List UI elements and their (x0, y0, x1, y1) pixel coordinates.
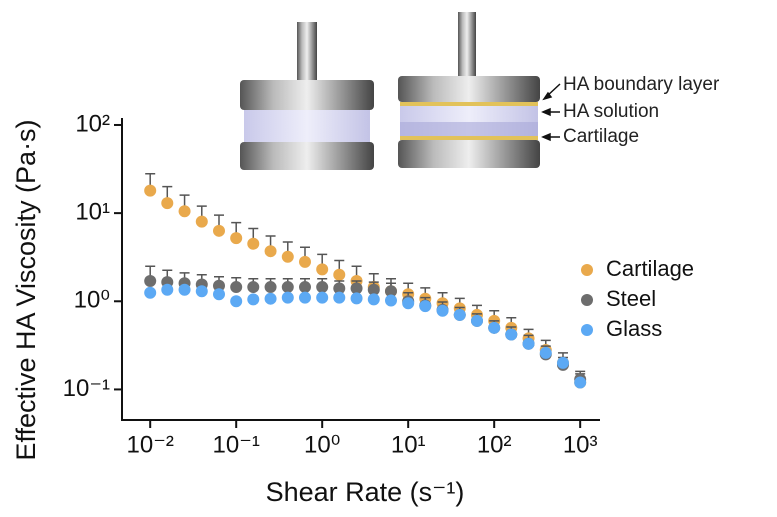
data-point (247, 293, 260, 306)
data-point (212, 224, 225, 237)
data-point (264, 245, 277, 258)
data-point (247, 237, 260, 250)
legend-marker (581, 324, 593, 336)
legend-marker (581, 264, 593, 276)
y-tick-label: 10⁰ (74, 287, 110, 314)
legend-marker (581, 294, 593, 306)
data-point (230, 232, 243, 245)
x-tick-label: 10² (477, 431, 512, 458)
data-point (247, 281, 260, 294)
data-point (556, 356, 569, 369)
data-point (281, 291, 294, 304)
data-point (333, 291, 346, 304)
data-point (298, 281, 311, 294)
data-point (230, 295, 243, 308)
data-point (212, 279, 225, 292)
data-point (178, 283, 191, 296)
data-point (161, 197, 174, 210)
data-point (470, 314, 483, 327)
data-point (316, 281, 329, 294)
data-point (161, 283, 174, 296)
data-point (436, 304, 449, 317)
annotation: HA boundary layer (563, 74, 720, 95)
x-tick-label: 10³ (563, 431, 598, 458)
data-point (522, 337, 535, 350)
annotation: Cartilage (563, 126, 639, 147)
annotation: HA solution (563, 101, 659, 122)
data-point (195, 215, 208, 228)
data-point (453, 308, 466, 321)
data-point (264, 292, 277, 305)
x-tick-label: 10⁰ (304, 431, 340, 458)
y-tick-label: 10⁻¹ (63, 375, 110, 402)
x-axis-label: Shear Rate (s⁻¹) (266, 477, 465, 507)
data-point (144, 286, 157, 299)
data-point (384, 285, 397, 298)
data-point (298, 255, 311, 268)
y-tick-label: 10² (75, 110, 110, 137)
x-tick-label: 10⁻² (127, 431, 174, 458)
data-point (350, 282, 363, 295)
legend-label: Cartilage (606, 256, 694, 281)
data-point (419, 300, 432, 313)
data-point (316, 263, 329, 276)
data-point (281, 281, 294, 294)
data-point (402, 297, 415, 310)
x-tick-label: 10¹ (391, 431, 426, 458)
data-point (574, 376, 587, 389)
data-point (367, 293, 380, 306)
legend-label: Steel (606, 286, 656, 311)
data-point (264, 281, 277, 294)
data-point (333, 268, 346, 281)
data-point (367, 283, 380, 296)
data-point (144, 184, 157, 197)
data-point (316, 291, 329, 304)
data-point (333, 282, 346, 295)
data-point (539, 346, 552, 359)
y-tick-label: 10¹ (75, 198, 110, 225)
data-point (230, 281, 243, 294)
data-point (350, 292, 363, 305)
data-point (144, 274, 157, 287)
data-point (384, 294, 397, 307)
data-point (178, 205, 191, 218)
data-point (281, 250, 294, 263)
data-point (298, 291, 311, 304)
inset-diagram (240, 12, 561, 170)
y-axis-label: Effective HA Viscosity (Pa·s) (11, 119, 41, 460)
data-point (195, 285, 208, 298)
data-point (505, 328, 518, 341)
x-tick-label: 10⁻¹ (213, 431, 260, 458)
data-point (212, 288, 225, 301)
data-point (488, 321, 501, 334)
legend-label: Glass (606, 316, 662, 341)
